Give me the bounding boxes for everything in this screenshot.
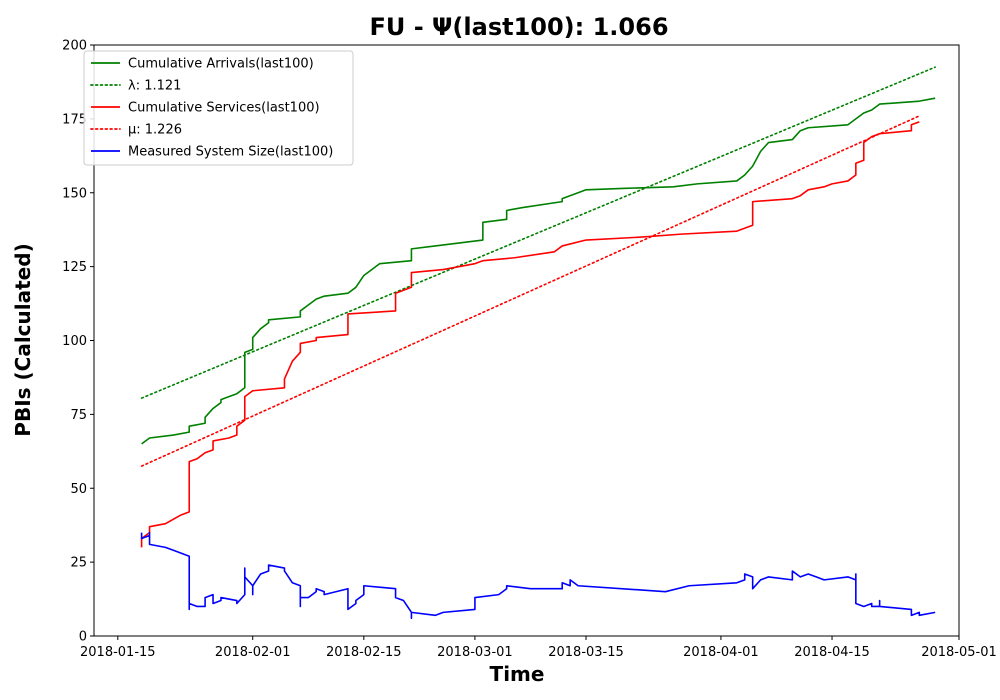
y-tick-label: 0 xyxy=(79,630,87,645)
y-tick-label: 125 xyxy=(62,260,87,275)
legend-label-2: Cumulative Services(last100) xyxy=(128,101,320,116)
legend-box xyxy=(83,50,354,166)
x-tick-label: 2018-04-01 xyxy=(683,645,759,660)
x-tick-label: 2018-02-01 xyxy=(215,645,291,660)
x-tick-label: 2018-04-15 xyxy=(794,645,870,660)
series-line-0 xyxy=(141,97,936,445)
y-tick-label: 75 xyxy=(70,408,87,423)
legend-label-1: λ: 1.121 xyxy=(128,79,181,94)
series-line-1 xyxy=(140,66,936,399)
series-line-4 xyxy=(140,531,936,620)
x-tick-label: 2018-03-15 xyxy=(548,645,624,660)
y-tick-label: 175 xyxy=(62,112,87,127)
x-axis-label: Time xyxy=(490,662,545,686)
x-tick-label: 2018-02-15 xyxy=(326,645,402,660)
series-line-3 xyxy=(140,115,921,467)
y-axis-label: PBIs (Calculated) xyxy=(11,243,35,436)
y-tick-label: 50 xyxy=(70,482,87,497)
y-tick-label: 200 xyxy=(62,39,87,54)
legend-label-4: Measured System Size(last100) xyxy=(128,145,333,160)
series-line-2 xyxy=(140,121,920,548)
y-tick-label: 25 xyxy=(70,556,87,571)
y-tick-label: 150 xyxy=(62,186,87,201)
series-group xyxy=(140,66,936,620)
chart-title: FU - Ψ(last100): 1.066 xyxy=(369,13,668,41)
y-tick-label: 100 xyxy=(62,334,87,349)
x-tick-label: 2018-01-15 xyxy=(80,645,156,660)
legend: Cumulative Arrivals(last100) λ: 1.121 Cumu… xyxy=(83,50,354,166)
axis-ticks: 0 25 50 75 100 125 150 175 200 2018-01-15 2018-02-… xyxy=(62,39,997,661)
x-tick-label: 2018-03-01 xyxy=(437,645,513,660)
legend-label-0: Cumulative Arrivals(last100) xyxy=(128,57,314,72)
legend-label-3: μ: 1.226 xyxy=(128,123,182,138)
x-tick-label: 2018-05-01 xyxy=(921,645,997,660)
